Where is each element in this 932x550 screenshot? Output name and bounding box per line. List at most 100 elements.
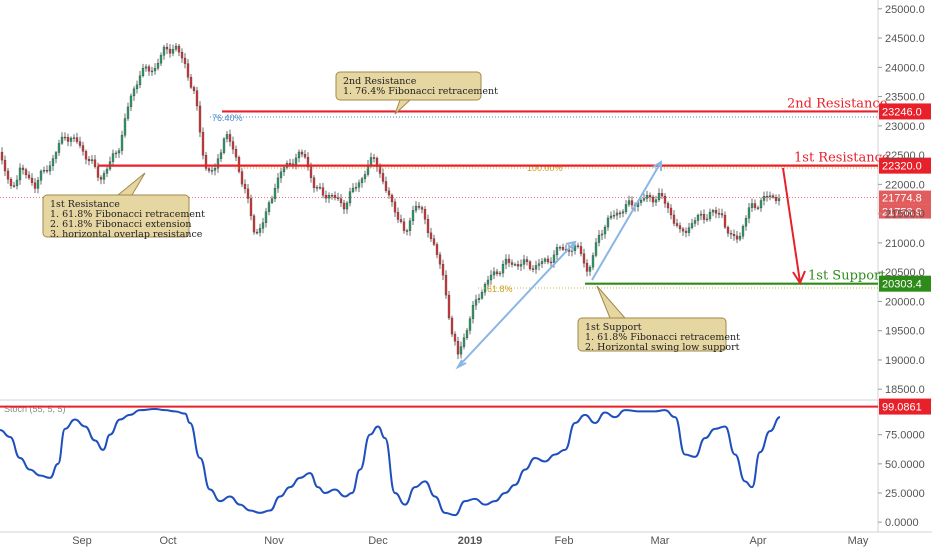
candle-body (3, 159, 7, 172)
candle-body (66, 137, 70, 142)
last-price-tag-bg (879, 190, 931, 205)
candle-body (81, 145, 85, 152)
annotation-1st-resistance-line: 2. 61.8% Fibonacci extension (50, 219, 191, 230)
candle-body (771, 195, 775, 198)
candle-body (411, 210, 415, 222)
candle-body (573, 245, 577, 251)
candle-body (6, 170, 10, 180)
candle-body (777, 198, 781, 201)
candle-body (540, 261, 544, 264)
candle-body (375, 157, 379, 167)
candle-body (531, 268, 535, 270)
candlestick-series (0, 42, 781, 360)
fib-76-label: 76.40% (212, 113, 243, 123)
candle-body (165, 46, 169, 50)
price-tick-label: 19000.0 (885, 355, 925, 367)
candle-body (699, 214, 703, 216)
candle-body (249, 198, 253, 217)
candle-body (147, 66, 151, 72)
candle-body (123, 118, 127, 136)
candle-body (306, 156, 310, 168)
time-axis-label: Apr (749, 535, 766, 547)
candle-body (738, 236, 742, 240)
candle-body (774, 197, 778, 201)
candle-body (120, 135, 124, 151)
candle-body (309, 166, 313, 178)
candle-body (9, 179, 13, 186)
candle-body (753, 203, 757, 208)
candle-body (513, 264, 517, 266)
annotation-2nd-resistance-box (335, 71, 482, 101)
fib-100-label: 100.00% (527, 163, 563, 173)
candle-body (489, 274, 493, 281)
candle-body (39, 170, 43, 181)
candle-body (363, 174, 367, 179)
candle-body (126, 106, 130, 119)
candle-body (414, 205, 418, 211)
abcd-leg-2 (591, 161, 662, 281)
candle-body (576, 245, 580, 247)
price-tick-label: 20000.0 (885, 296, 925, 308)
candle-body (12, 185, 16, 187)
time-axis-label: Dec (368, 535, 388, 547)
candle-body (474, 299, 478, 306)
candle-body (651, 196, 655, 203)
candle-body (591, 255, 595, 268)
candle-body (498, 272, 502, 275)
candle-body (369, 157, 373, 165)
candle-body (258, 228, 262, 233)
candle-body (372, 157, 376, 159)
annotation-1st-resistance-box (42, 194, 190, 238)
oscillator-level-tag-bg (879, 398, 931, 415)
candle-body (438, 254, 442, 265)
candle-body (504, 258, 508, 265)
candle-body (60, 136, 64, 144)
oscillator-tick-label: 0.0000 (885, 517, 919, 529)
candle-body (153, 68, 157, 72)
candle-body (198, 105, 202, 133)
candle-body (594, 242, 598, 256)
candle-body (294, 157, 298, 165)
price-tick-label: 18500.0 (885, 384, 925, 396)
candle-body (417, 205, 421, 208)
candle-body (75, 137, 79, 142)
candle-body (315, 187, 319, 189)
annotation-2nd-resistance-line: 1. 76.4% Fibonacci retracement (343, 86, 498, 97)
candle-body (669, 207, 673, 216)
candle-body (396, 212, 400, 220)
candle-body (405, 230, 409, 232)
annotation-1st-resistance-line: 3. horizontal overlap resistance (50, 229, 203, 240)
candle-body (171, 49, 175, 54)
candle-body (99, 177, 103, 180)
candle-body (495, 271, 499, 275)
candle-body (390, 194, 394, 203)
candle-body (381, 173, 385, 182)
candle-body (288, 163, 292, 165)
candle-body (696, 215, 700, 221)
candle-body (231, 141, 235, 150)
candle-body (462, 337, 466, 347)
time-axis-label: May (848, 535, 869, 547)
candle-body (675, 223, 679, 226)
last-price-tag: 21774.8 (882, 193, 922, 205)
candle-body (705, 218, 709, 221)
annotation-1st-support-line: 2. Horizontal swing low support (585, 342, 740, 353)
candle-body (552, 254, 556, 263)
candle-body (240, 171, 244, 185)
price-tick-label: 24000.0 (885, 62, 925, 74)
candle-body (237, 157, 241, 172)
candle-body (516, 264, 520, 267)
candle-body (666, 203, 670, 209)
candle-body (732, 234, 736, 237)
candle-body (639, 200, 643, 203)
candle-body (444, 275, 448, 296)
candle-body (48, 165, 52, 172)
candle-body (768, 195, 772, 198)
candle-body (69, 137, 73, 142)
stochastic-oscillator: Stoch (55, 5, 5) 99.0861 (0, 398, 931, 517)
abcd-start-head (455, 359, 467, 370)
candle-body (330, 195, 334, 197)
candle-body (312, 177, 316, 189)
